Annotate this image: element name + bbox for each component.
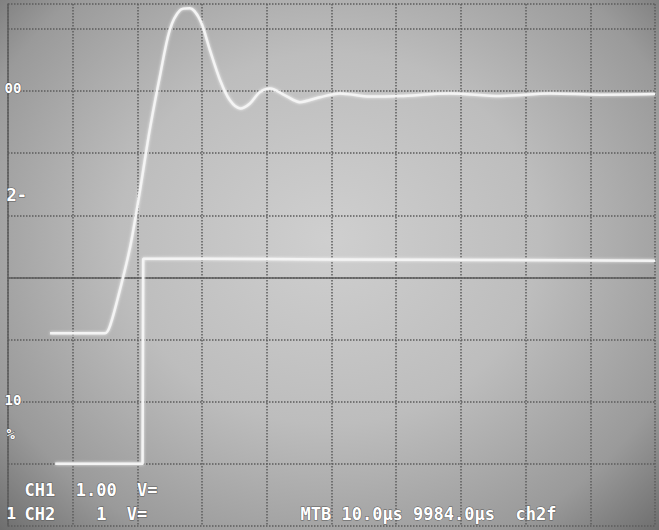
svg-text:00: 00	[5, 80, 22, 96]
svg-text:%: %	[7, 426, 16, 442]
svg-text:2-: 2-	[7, 185, 27, 205]
svg-text:1: 1	[7, 504, 17, 523]
svg-text:10: 10	[5, 392, 22, 408]
svg-text:MTB 10.0µs 9984.0µs ch2f: MTB 10.0µs 9984.0µs ch2f	[301, 504, 557, 524]
svg-text:CH2 1 V=: CH2 1 V=	[25, 504, 148, 524]
svg-text:CH1 1.00 V=: CH1 1.00 V=	[25, 480, 158, 500]
